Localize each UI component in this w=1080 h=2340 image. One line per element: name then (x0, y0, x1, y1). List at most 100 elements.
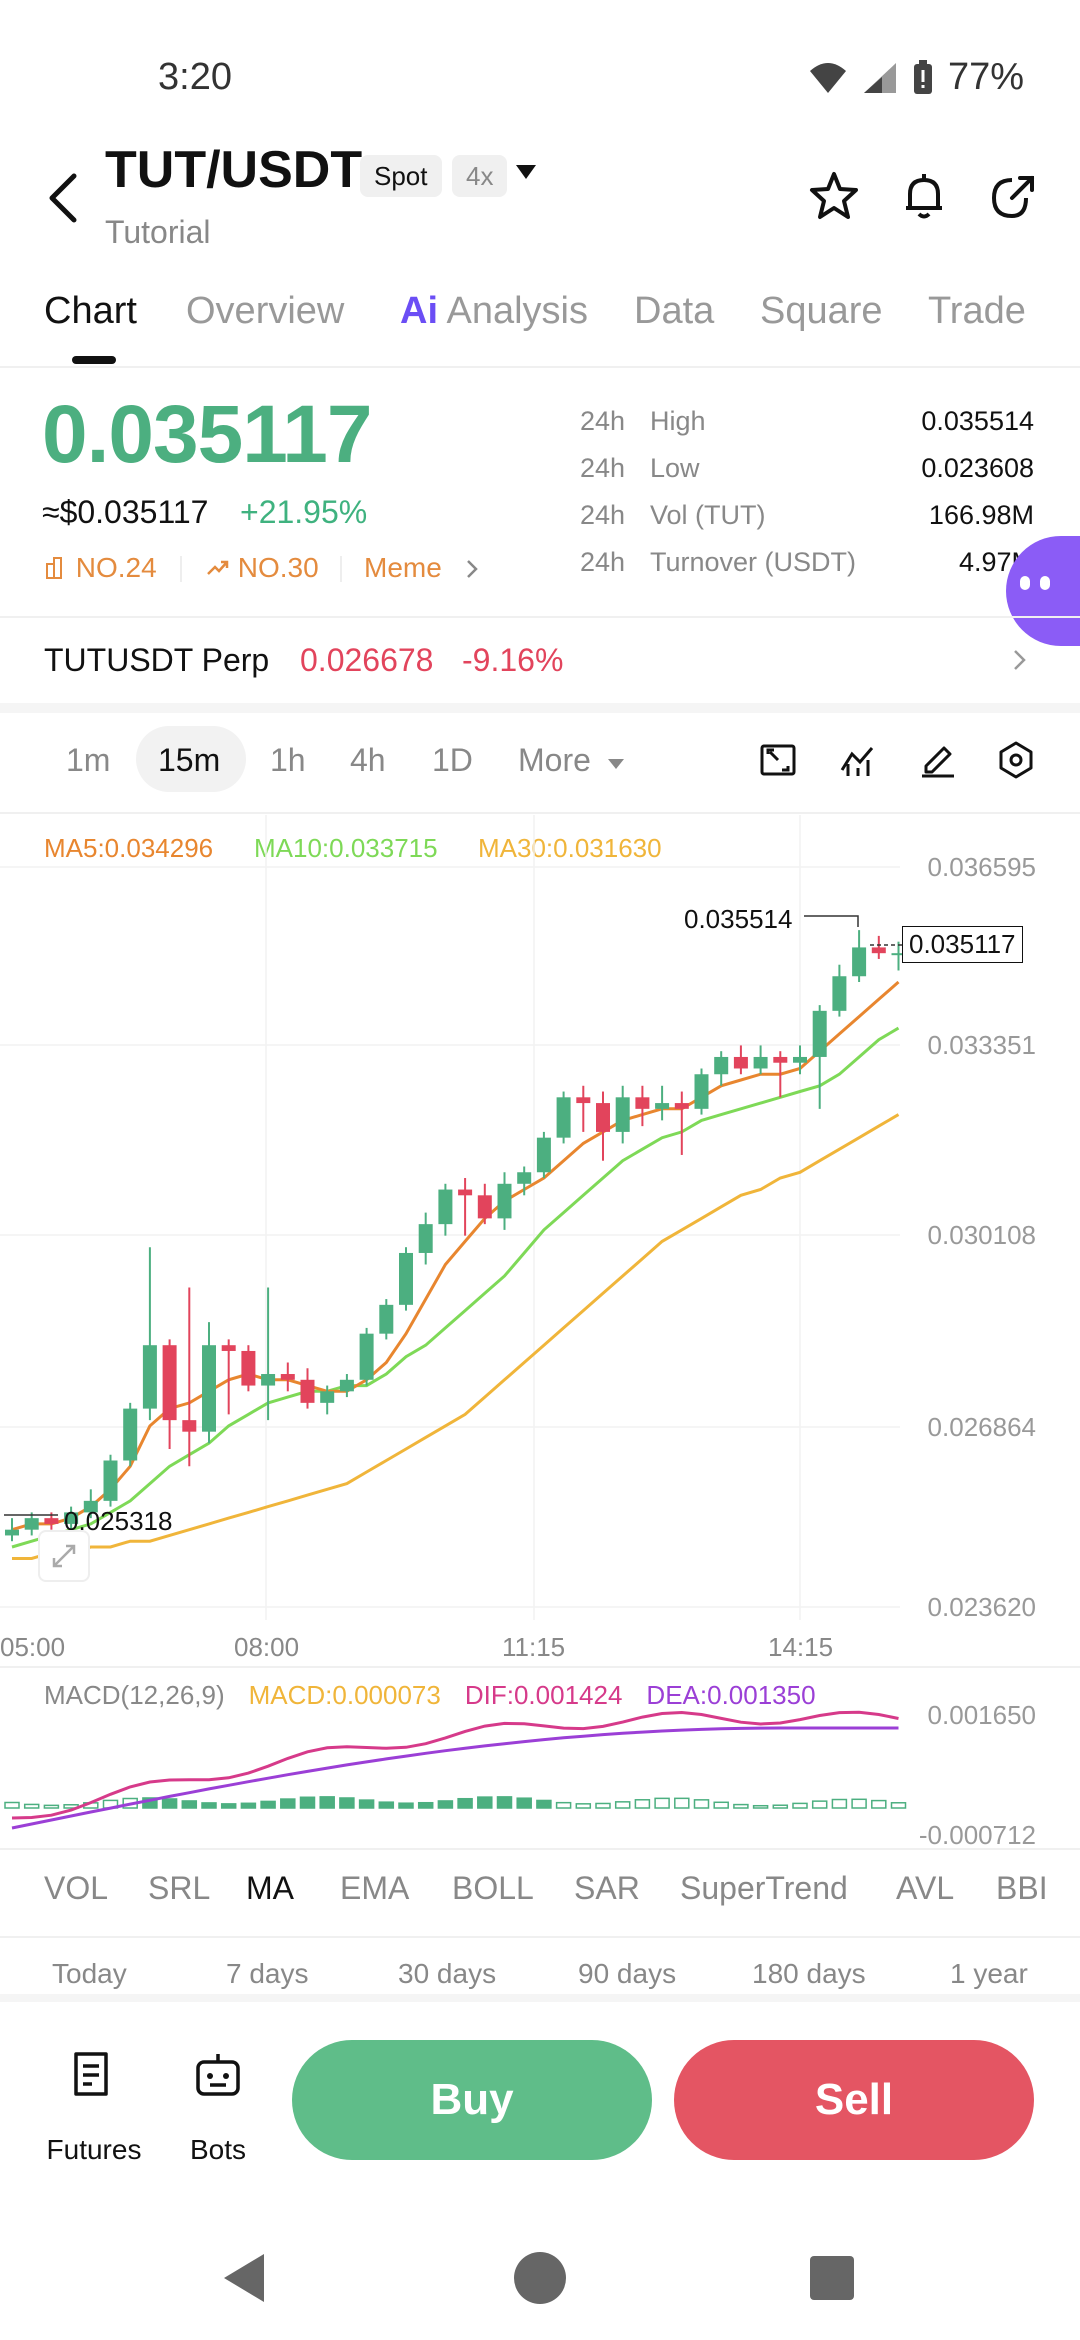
range-1y[interactable]: 1 year (950, 1958, 1028, 1989)
macd-bar (614, 1801, 631, 1809)
indicator-sar[interactable]: SAR (574, 1870, 640, 1906)
macd-title: MACD(12,26,9) (44, 1680, 225, 1710)
candle-body (793, 1056, 807, 1063)
interval-1d[interactable]: 1D (432, 742, 473, 778)
macd-bar (280, 1798, 296, 1809)
candle-body (379, 1304, 394, 1334)
bell-icon[interactable] (898, 170, 950, 222)
candlestick-chart[interactable] (0, 815, 1080, 1620)
interval-1m[interactable]: 1m (66, 742, 111, 778)
landscape-icon[interactable] (758, 740, 798, 780)
rank-icon (46, 557, 62, 579)
robot-icon (196, 2054, 240, 2096)
chevron-right-icon[interactable] (1010, 648, 1030, 672)
pair-dropdown-icon[interactable] (516, 165, 536, 179)
indicator-icon[interactable] (838, 740, 878, 780)
pair-subtitle: Tutorial (105, 214, 211, 250)
star-icon[interactable] (808, 170, 860, 222)
bots-label: Bots (189, 2134, 247, 2165)
macd-bar (772, 1804, 789, 1809)
nav-back-icon[interactable] (220, 2250, 270, 2306)
interval-more-label: More (518, 742, 591, 778)
range-30d[interactable]: 30 days (398, 1958, 497, 1989)
range-today[interactable]: Today (52, 1958, 127, 1989)
indicator-avl[interactable]: AVL (896, 1870, 955, 1906)
range-7d[interactable]: 7 days (226, 1958, 309, 1989)
indicator-boll[interactable]: BOLL (452, 1870, 534, 1906)
indicator-ema[interactable]: EMA (340, 1870, 410, 1906)
trend-icon (207, 560, 229, 575)
indicator-supertrend[interactable]: SuperTrend (680, 1870, 848, 1906)
macd-bar (201, 1802, 217, 1809)
chevron-right-icon (466, 560, 478, 578)
settings-icon[interactable] (996, 740, 1036, 780)
caret-down-icon (607, 759, 624, 769)
candle-body (142, 1345, 157, 1409)
rank-2-text: NO.30 (237, 552, 319, 583)
tab-overview[interactable]: Overview (186, 290, 345, 332)
share-icon[interactable] (986, 170, 1038, 222)
perp-change: -9.16% (462, 642, 564, 678)
macd-bar (575, 1803, 592, 1809)
indicator-ma[interactable]: MA (246, 1870, 294, 1906)
price-change-percent: +21.95% (240, 494, 368, 530)
y-tick: 0.033351 (927, 1030, 1036, 1060)
ma30-path (12, 1113, 900, 1560)
nav-home-icon[interactable] (512, 2250, 568, 2306)
indicator-vol[interactable]: VOL (44, 1870, 109, 1906)
macd-bar (240, 1802, 257, 1809)
macd-value: MACD:0.000073 (248, 1680, 441, 1710)
futures-label: Futures (46, 2134, 142, 2165)
expand-icon (52, 1544, 76, 1568)
interval-1h[interactable]: 1h (270, 742, 306, 778)
candle-body (221, 1345, 236, 1351)
ma10-path (11, 1026, 900, 1549)
tab-data[interactable]: Data (634, 290, 715, 332)
candle-body (556, 1097, 571, 1138)
macd-bar (437, 1800, 454, 1809)
indicator-bbi[interactable]: BBI (996, 1870, 1048, 1906)
candle-body (674, 1103, 689, 1109)
tab-square[interactable]: Square (760, 290, 883, 332)
expand-chart-button[interactable] (38, 1530, 90, 1582)
macd-bar (713, 1801, 729, 1809)
interval-more[interactable]: More (518, 742, 626, 779)
tab-trade[interactable]: Trade (928, 290, 1026, 332)
back-arrow-icon[interactable] (44, 170, 80, 226)
tab-chart[interactable]: Chart (44, 290, 137, 332)
assistant-bubble[interactable] (1006, 536, 1080, 646)
indicator-srl[interactable]: SRL (148, 1870, 211, 1906)
tab-ai-analysis[interactable]: Ai Analysis (400, 290, 588, 333)
ma10-legend: MA10:0.033715 (254, 833, 438, 863)
interval-4h[interactable]: 4h (350, 742, 386, 778)
macd-bar (752, 1804, 769, 1809)
candle-body (24, 1518, 39, 1530)
meme-tag[interactable]: Meme (364, 552, 482, 584)
macd-y-top: 0.001650 (927, 1700, 1036, 1730)
candle-body (241, 1350, 256, 1386)
battery-icon (913, 59, 932, 94)
futures-button[interactable]: Futures (44, 2050, 144, 2165)
divider (0, 812, 1080, 814)
market-type-chip[interactable]: Spot (360, 155, 442, 197)
range-180d[interactable]: 180 days (752, 1958, 866, 1989)
range-90d[interactable]: 90 days (578, 1958, 677, 1989)
candle-body (438, 1189, 453, 1225)
perp-name[interactable]: TUTUSDT Perp (44, 642, 270, 678)
pair-title[interactable]: TUT/USDT (105, 141, 363, 199)
interval-15m[interactable]: 15m (158, 742, 221, 778)
draw-pencil-icon[interactable] (918, 740, 958, 780)
bots-button[interactable]: Bots (176, 2050, 260, 2165)
battery-level: 77% (947, 56, 1024, 98)
high-marker-label: 0.035514 (684, 904, 793, 935)
sell-button[interactable]: Sell (674, 2040, 1034, 2160)
leverage-chip[interactable]: 4x (452, 155, 508, 197)
buy-button[interactable]: Buy (292, 2040, 652, 2160)
macd-bar (595, 1802, 611, 1809)
stat-low-value: 0.023608 (921, 453, 1034, 483)
stat-vol-value: 166.98M (928, 500, 1034, 530)
rank-badge-1[interactable]: NO.24 (44, 552, 157, 584)
nav-recents-icon[interactable] (808, 2254, 856, 2302)
rank-badge-2[interactable]: NO.30 (206, 552, 319, 584)
chat-bot-icon (1020, 576, 1050, 590)
